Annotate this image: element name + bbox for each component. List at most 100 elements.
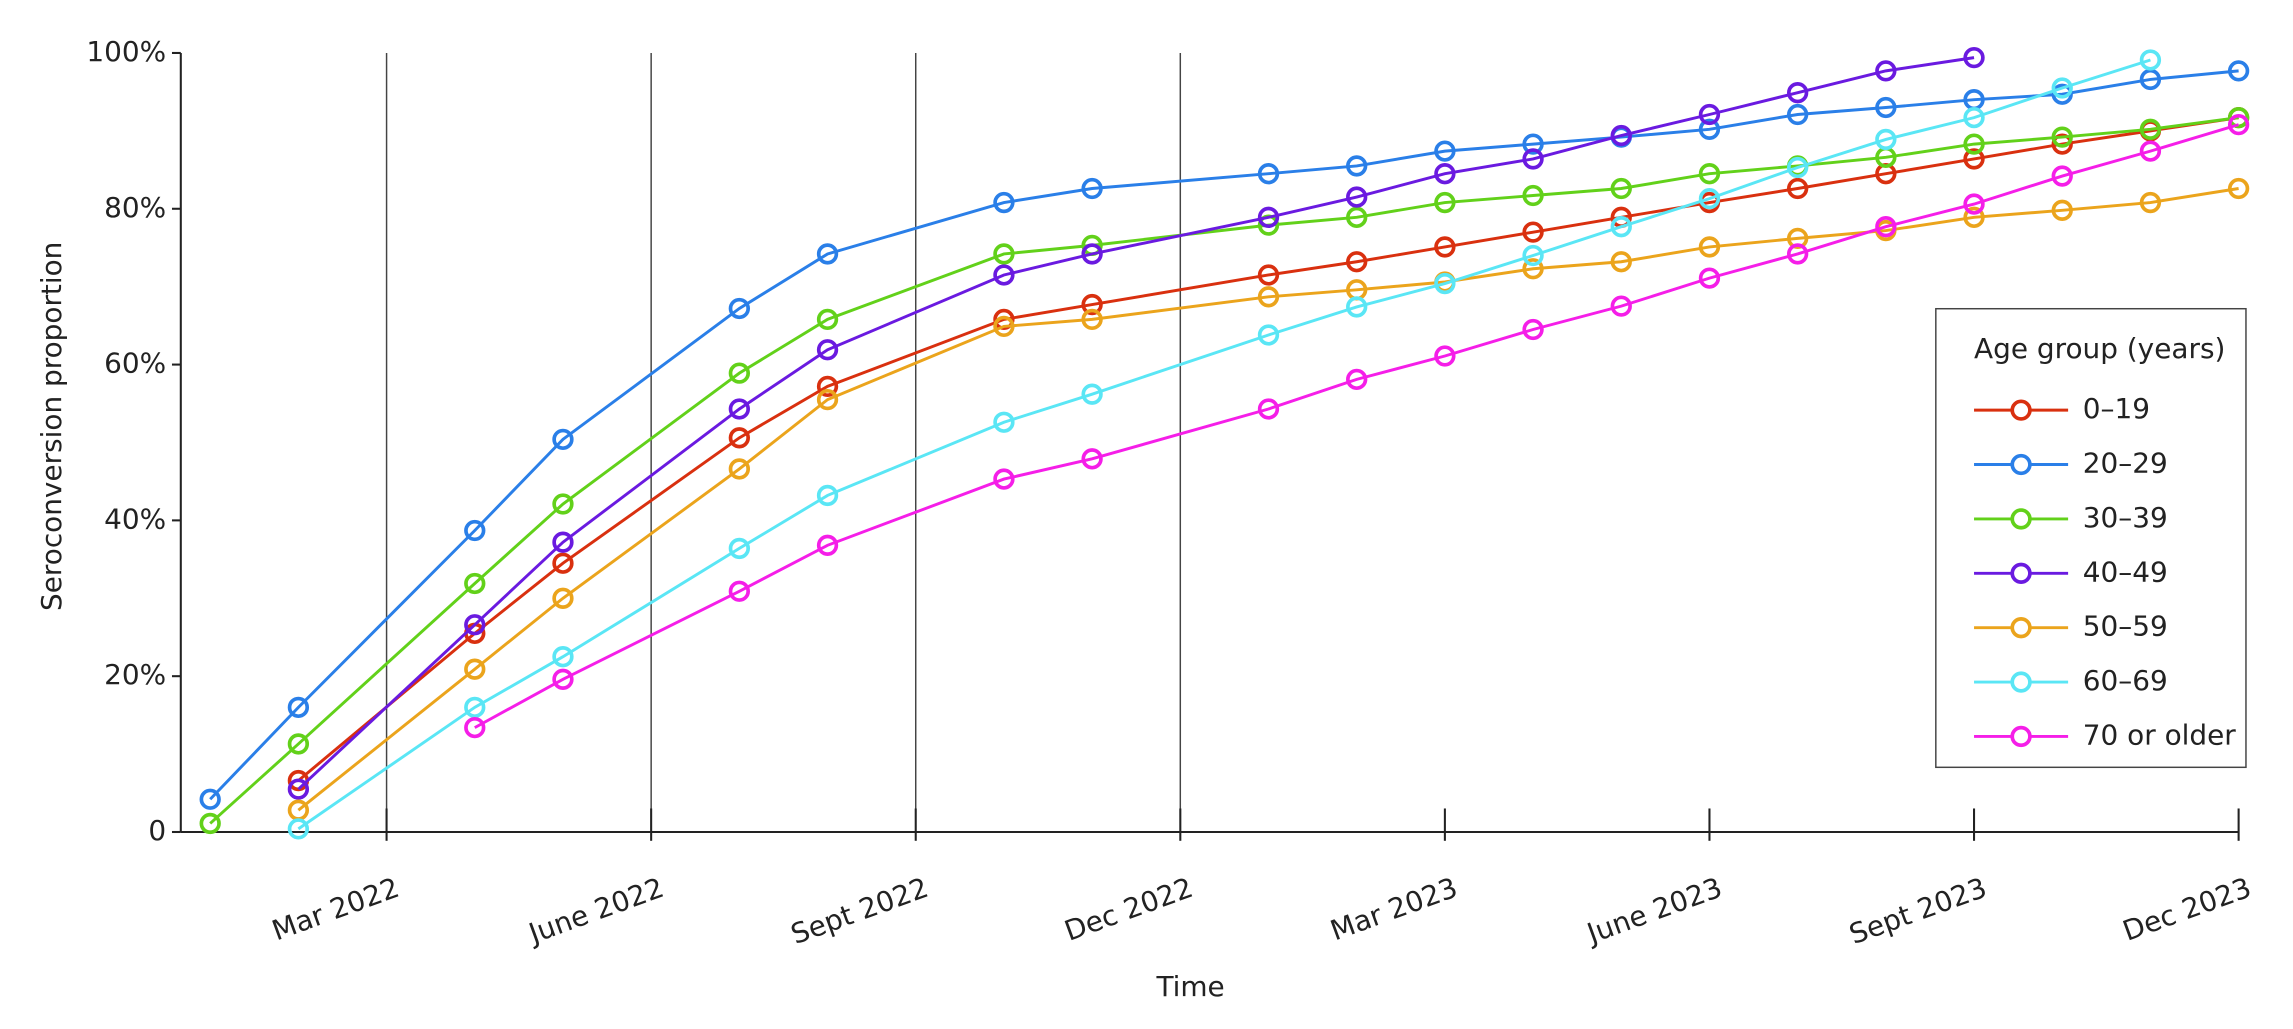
- data-point: [1081, 243, 1103, 265]
- data-point: [1434, 191, 1456, 214]
- x-axis-label: Time: [1155, 970, 1224, 1003]
- data-point: [1786, 243, 1809, 265]
- legend-label: 70 or older: [2083, 718, 2237, 751]
- data-point: [1698, 103, 1721, 126]
- data-point: [1257, 398, 1280, 420]
- data-point: [1346, 186, 1368, 208]
- data-point: [1875, 60, 1897, 82]
- x-tick-label: Dec 2022: [1060, 871, 1197, 948]
- data-point: [2051, 83, 2073, 105]
- legend-marker: [2010, 725, 2032, 748]
- legend-marker: [2010, 562, 2032, 584]
- data-point: [1963, 206, 1985, 228]
- data-point: [287, 696, 310, 719]
- data-point: [1610, 177, 1632, 200]
- data-point: [2051, 77, 2073, 99]
- data-point: [2227, 113, 2250, 136]
- data-point: [1257, 324, 1280, 346]
- x-tick-label: June 2022: [523, 871, 668, 951]
- series-line: [297, 58, 2151, 831]
- y-tick-label: 40%: [104, 502, 166, 535]
- data-point: [1081, 383, 1103, 405]
- data-point: [816, 388, 839, 411]
- legend-label: 50–59: [2083, 610, 2168, 643]
- data-point: [1346, 251, 1368, 273]
- data-point: [2139, 49, 2162, 71]
- data-point: [2139, 118, 2162, 140]
- data-point: [199, 788, 221, 810]
- data-point: [1522, 258, 1544, 280]
- data-point: [464, 572, 486, 595]
- data-point: [552, 428, 574, 451]
- series-line: [297, 116, 2239, 782]
- data-point: [464, 696, 486, 719]
- series-line: [474, 123, 2240, 729]
- legend-box: [1935, 307, 2247, 769]
- data-point: [728, 362, 751, 384]
- data-point: [2051, 133, 2073, 155]
- data-point: [1610, 251, 1632, 273]
- legend-marker: [2010, 453, 2032, 476]
- data-point: [993, 468, 1015, 490]
- data-point: [1698, 187, 1721, 210]
- data-point: [2139, 191, 2162, 214]
- data-point: [1963, 148, 1985, 170]
- data-point: [1786, 103, 1809, 126]
- data-point: [1346, 296, 1368, 318]
- data-point: [1875, 128, 1897, 151]
- data-point: [1346, 155, 1368, 177]
- series-line: [297, 187, 2239, 812]
- data-point: [1346, 368, 1368, 391]
- data-point: [1610, 124, 1632, 147]
- data-point: [552, 552, 574, 574]
- legend-marker: [2010, 399, 2032, 421]
- data-point: [464, 658, 486, 680]
- data-point: [1081, 448, 1103, 470]
- legend-marker: [2010, 671, 2032, 693]
- data-point: [728, 580, 751, 602]
- series-line: [209, 69, 2239, 801]
- legend-marker: [2010, 617, 2032, 639]
- data-point: [464, 614, 486, 636]
- data-point: [816, 484, 839, 507]
- data-point: [993, 264, 1015, 286]
- data-point: [728, 458, 751, 480]
- y-tick-label: 20%: [104, 658, 166, 691]
- data-point: [816, 308, 839, 331]
- legend-label: 40–49: [2083, 555, 2168, 588]
- data-point: [552, 646, 574, 668]
- data-point: [1522, 244, 1544, 267]
- x-tick-label: Mar 2023: [1326, 871, 1462, 947]
- data-point: [728, 537, 751, 560]
- data-point: [1875, 216, 1897, 238]
- legend-label: 60–69: [2083, 664, 2168, 697]
- data-point: [552, 493, 574, 515]
- data-point: [2051, 199, 2073, 221]
- data-point: [287, 818, 310, 840]
- data-point: [1522, 148, 1544, 170]
- data-point: [728, 398, 751, 420]
- data-point: [2051, 126, 2073, 148]
- data-point: [1434, 236, 1456, 258]
- data-point: [2227, 60, 2250, 82]
- legend-marker: [2010, 508, 2032, 530]
- data-point: [993, 315, 1015, 338]
- data-point: [728, 427, 751, 449]
- data-point: [728, 297, 751, 320]
- data-point: [1434, 345, 1456, 367]
- data-point: [2051, 165, 2073, 187]
- data-point: [287, 778, 310, 800]
- legend-title: Age group (years): [1974, 332, 2225, 365]
- data-point: [1610, 216, 1632, 238]
- data-point: [1257, 163, 1280, 185]
- y-axis-label: Seroconversion proportion: [35, 242, 68, 611]
- data-point: [816, 339, 839, 361]
- data-point: [2139, 140, 2162, 162]
- data-point: [2227, 177, 2250, 200]
- data-point: [1786, 156, 1809, 179]
- data-point: [1434, 163, 1456, 185]
- data-point: [1963, 46, 1985, 69]
- x-tick-label: June 2023: [1581, 871, 1726, 951]
- data-point: [1698, 236, 1721, 258]
